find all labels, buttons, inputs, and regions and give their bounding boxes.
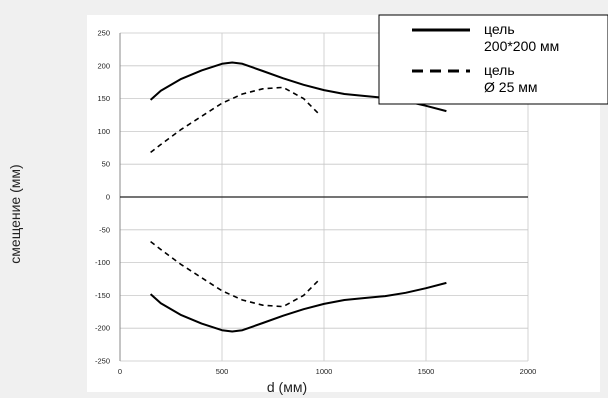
y-tick-label: 150 (97, 94, 110, 103)
y-tick-label: 250 (97, 29, 110, 38)
y-tick-label: 0 (106, 193, 110, 202)
x-axis-label: d (мм) (267, 379, 307, 395)
tick-labels: 0 500 1000 1500 2000250200150100500-50-100-1… (95, 29, 536, 377)
legend-label-0: 200*200 мм (484, 38, 559, 54)
legend-label-1: цель (484, 62, 515, 78)
series-line-2 (150, 86, 321, 154)
y-tick-label: 100 (97, 127, 110, 136)
y-tick-label: 50 (102, 160, 110, 169)
y-tick-label: -50 (99, 225, 110, 234)
y-tick-label: -150 (95, 291, 110, 300)
x-tick-label: 1000 (316, 367, 333, 376)
axes (119, 33, 528, 361)
x-tick-label: 2000 (520, 367, 537, 376)
y-tick-label: -100 (95, 258, 110, 267)
x-tick-label: 0 (118, 367, 122, 376)
y-tick-label: -200 (95, 324, 110, 333)
y-tick-label: -250 (95, 357, 110, 366)
series-line-1 (149, 281, 447, 333)
x-tick-label: 1500 (418, 367, 435, 376)
series-line-3 (150, 240, 321, 308)
legend-label-1: Ø 25 мм (484, 79, 538, 95)
y-tick-label: 200 (97, 61, 110, 70)
legend-label-0: цель (484, 21, 515, 37)
x-tick-label: 500 (216, 367, 229, 376)
y-axis-label: смещение (мм) (7, 164, 23, 263)
